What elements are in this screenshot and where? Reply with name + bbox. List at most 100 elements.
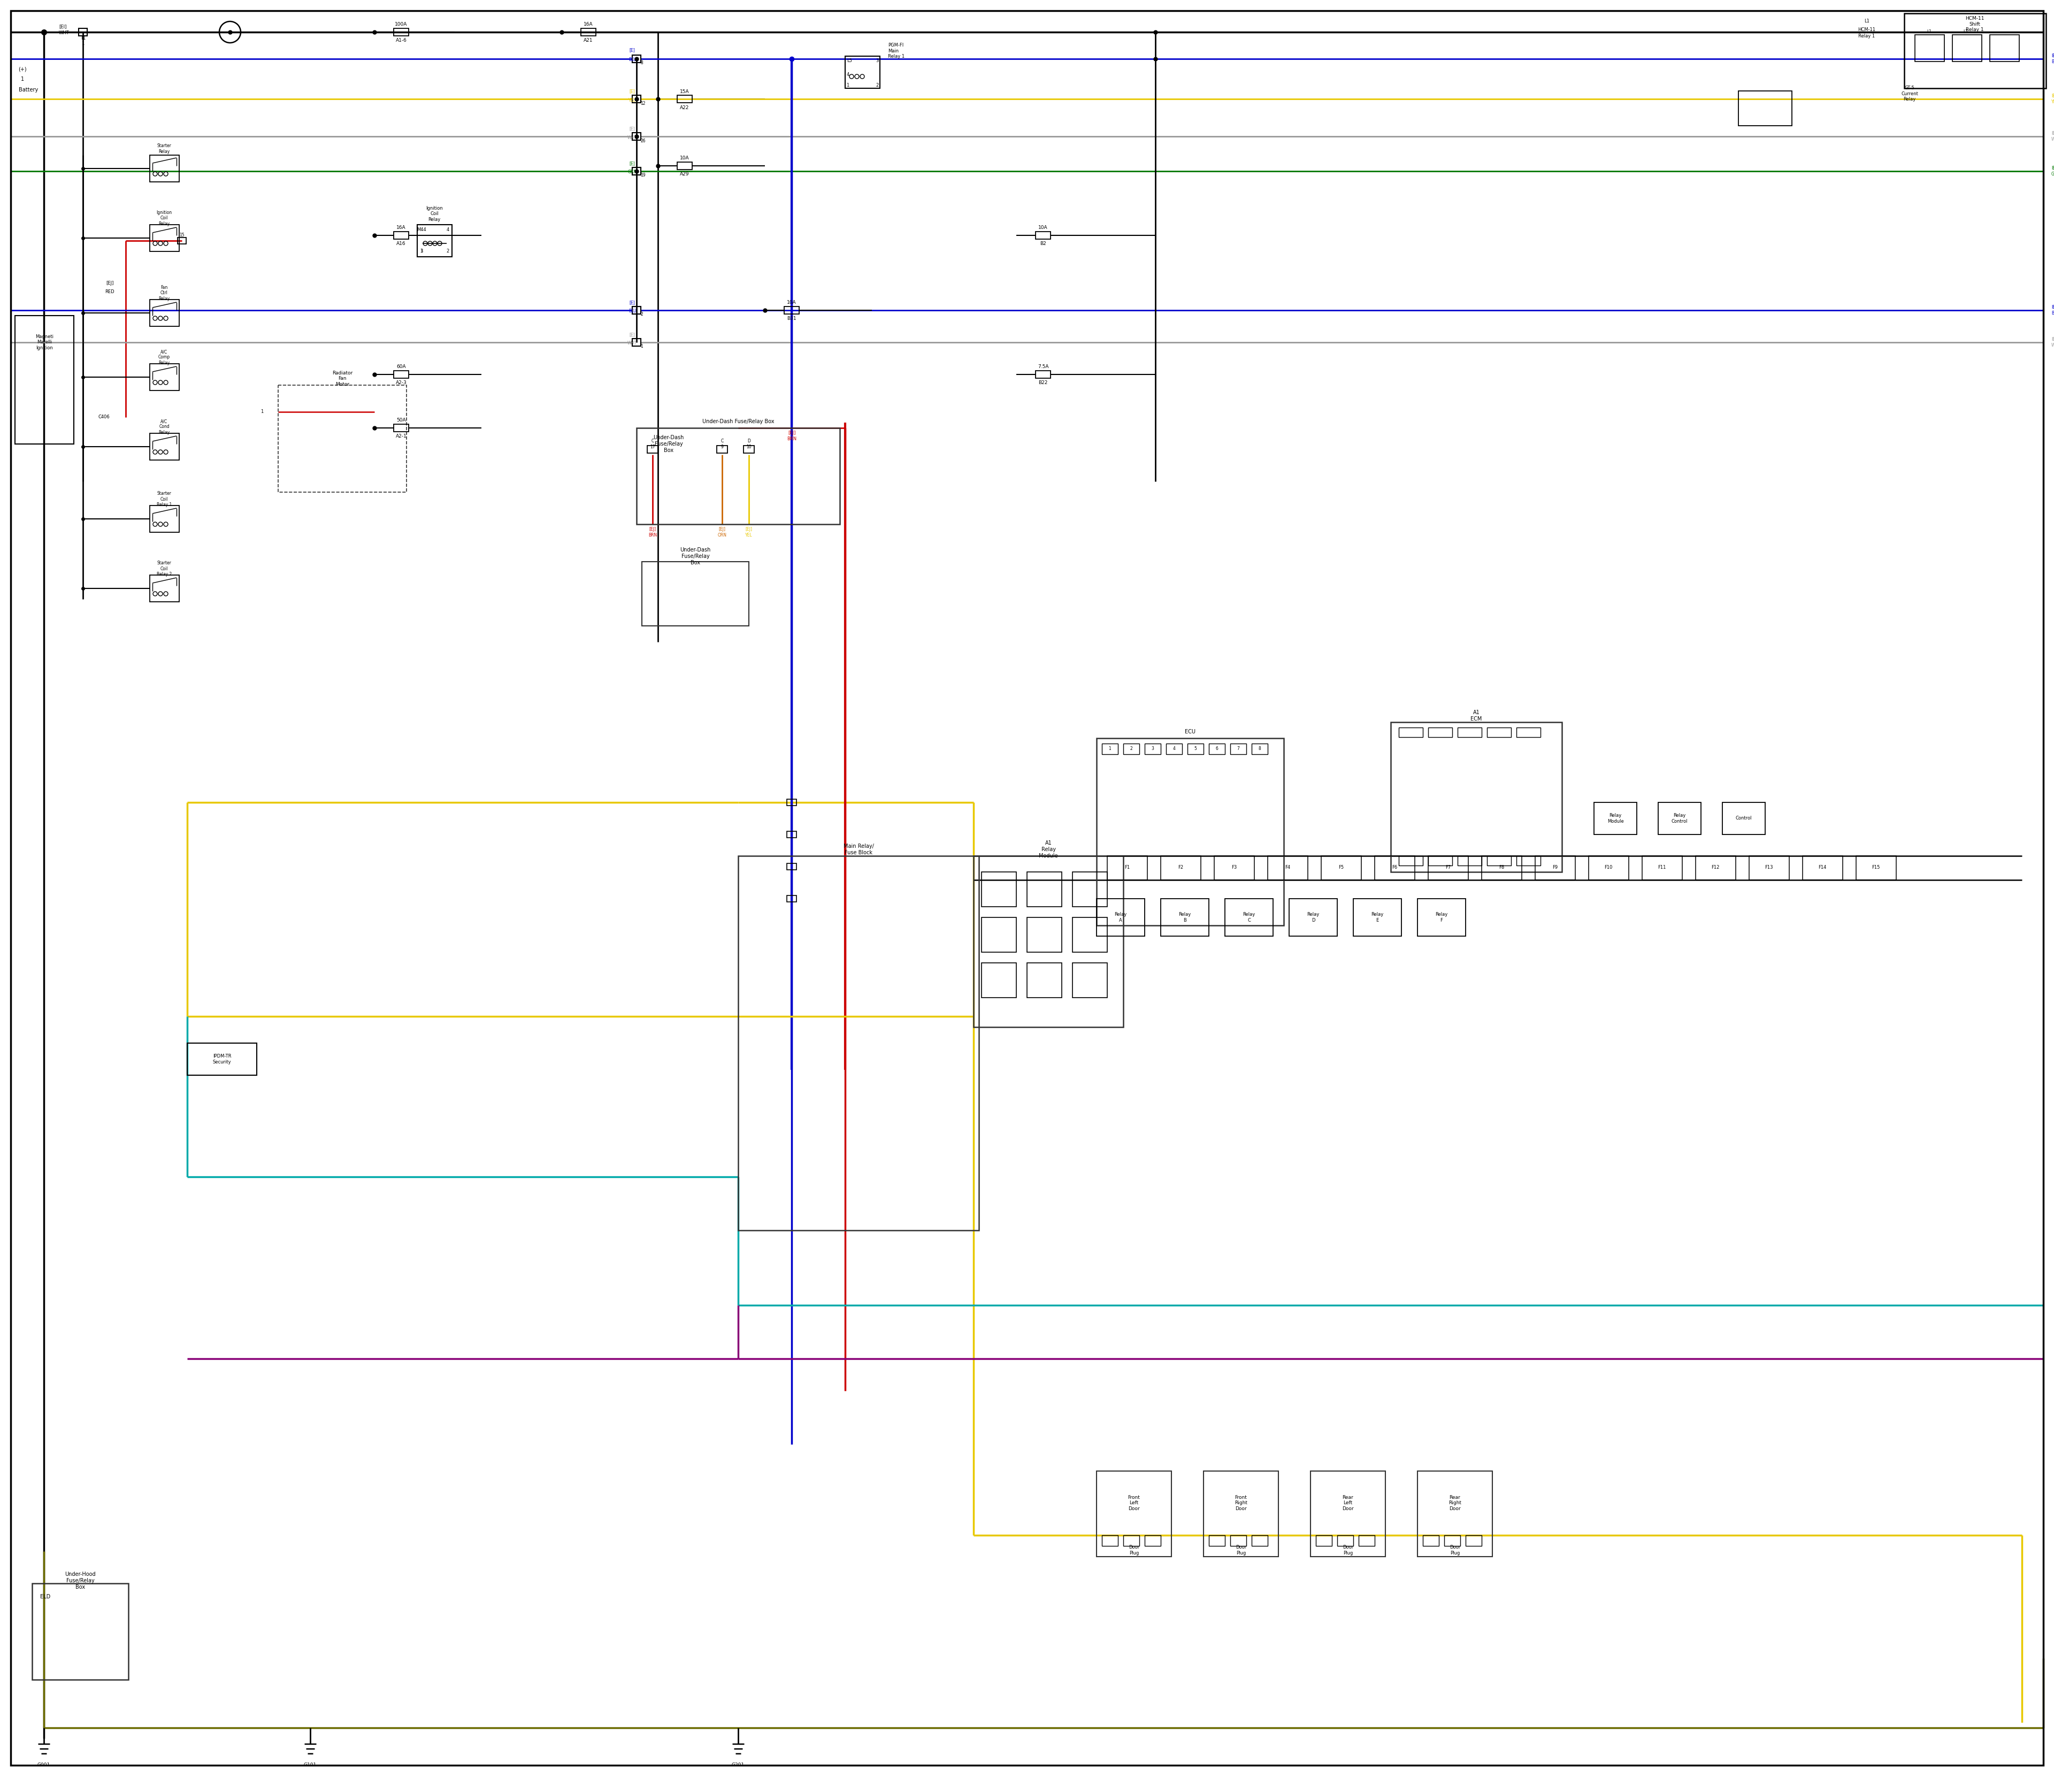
Bar bbox=[1534, 857, 1575, 880]
Bar bbox=[1990, 34, 2019, 61]
Bar bbox=[633, 95, 641, 102]
Bar bbox=[1204, 1471, 1278, 1557]
Text: F1: F1 bbox=[1124, 866, 1130, 871]
Bar bbox=[1035, 371, 1050, 378]
Bar bbox=[1101, 1536, 1117, 1546]
Bar bbox=[678, 161, 692, 170]
Text: Relay
Module: Relay Module bbox=[1606, 814, 1623, 824]
Text: 10A: 10A bbox=[787, 301, 797, 305]
Bar bbox=[633, 133, 641, 140]
Bar bbox=[1210, 744, 1224, 754]
Text: Fan
Ctrl
Relay: Fan Ctrl Relay bbox=[158, 285, 170, 301]
Text: Door
Plug: Door Plug bbox=[1237, 1545, 1247, 1555]
Bar bbox=[1444, 1536, 1460, 1546]
Bar bbox=[1161, 857, 1202, 880]
Text: Door
Plug: Door Plug bbox=[1128, 1545, 1140, 1555]
Text: F4: F4 bbox=[1286, 866, 1290, 871]
Text: Door
Plug: Door Plug bbox=[1343, 1545, 1354, 1555]
Text: [E]: [E] bbox=[629, 90, 635, 93]
Text: WHT: WHT bbox=[60, 30, 70, 36]
Bar bbox=[633, 56, 641, 63]
Text: WHT: WHT bbox=[626, 340, 637, 346]
Bar bbox=[1124, 744, 1140, 754]
Text: IE-8
WHT: IE-8 WHT bbox=[2052, 131, 2054, 142]
Bar bbox=[1399, 857, 1423, 866]
Text: Relay 1: Relay 1 bbox=[1859, 34, 1875, 39]
Text: 100A: 100A bbox=[394, 22, 407, 27]
Bar bbox=[1487, 857, 1512, 866]
Text: 15A: 15A bbox=[680, 90, 690, 93]
Text: Rear
Right
Door: Rear Right Door bbox=[1448, 1495, 1460, 1511]
Bar bbox=[982, 918, 1017, 952]
Bar bbox=[1290, 898, 1337, 935]
Bar bbox=[78, 29, 86, 36]
Bar bbox=[633, 306, 641, 314]
Bar bbox=[1321, 857, 1362, 880]
Text: F15: F15 bbox=[1871, 866, 1879, 871]
Text: [EJ]
ORN: [EJ] ORN bbox=[717, 527, 727, 538]
Text: 8: 8 bbox=[1259, 747, 1261, 751]
Bar bbox=[1458, 728, 1481, 737]
Text: A1
ECM: A1 ECM bbox=[1471, 710, 1483, 722]
Bar bbox=[150, 505, 179, 532]
Bar bbox=[1224, 898, 1273, 935]
Text: Under-Dash Fuse/Relay Box: Under-Dash Fuse/Relay Box bbox=[702, 419, 774, 425]
Bar bbox=[1803, 857, 1842, 880]
Bar bbox=[737, 857, 980, 1231]
Text: 2: 2 bbox=[875, 82, 879, 88]
Text: F6: F6 bbox=[1393, 866, 1397, 871]
Text: L1: L1 bbox=[1865, 20, 1869, 23]
Text: Starter
Relay: Starter Relay bbox=[156, 143, 170, 154]
Text: [EJ]
YEL: [EJ] YEL bbox=[746, 527, 752, 538]
Text: 26: 26 bbox=[641, 138, 645, 143]
Text: BLU: BLU bbox=[629, 57, 637, 63]
Bar bbox=[1027, 962, 1062, 998]
Text: 1: 1 bbox=[421, 249, 423, 254]
Text: 16A: 16A bbox=[583, 22, 594, 27]
Bar bbox=[1953, 34, 1982, 61]
Text: Starter
Coil
Relay 2: Starter Coil Relay 2 bbox=[156, 561, 173, 577]
Bar bbox=[1107, 857, 1148, 880]
Text: 6: 6 bbox=[1216, 747, 1218, 751]
Bar bbox=[187, 1043, 257, 1075]
Text: L5: L5 bbox=[846, 57, 852, 63]
Bar bbox=[394, 371, 409, 378]
Bar bbox=[1230, 744, 1247, 754]
Bar bbox=[647, 446, 657, 453]
Bar bbox=[633, 167, 641, 176]
Bar bbox=[1101, 744, 1117, 754]
Text: IE-8
BLU: IE-8 BLU bbox=[2052, 305, 2054, 315]
Bar bbox=[1428, 857, 1452, 866]
Text: F9: F9 bbox=[1553, 866, 1557, 871]
Text: Main Relay/
Fuse Block: Main Relay/ Fuse Block bbox=[844, 844, 873, 855]
Text: F7: F7 bbox=[1446, 866, 1450, 871]
Text: 2: 2 bbox=[446, 249, 450, 254]
Bar bbox=[1417, 898, 1467, 935]
Bar bbox=[1358, 1536, 1374, 1546]
Bar bbox=[785, 306, 799, 314]
Bar bbox=[1027, 918, 1062, 952]
Text: A22: A22 bbox=[680, 106, 690, 109]
Text: (+): (+) bbox=[18, 66, 27, 72]
Text: Under-Hood
Fuse/Relay
Box: Under-Hood Fuse/Relay Box bbox=[66, 1572, 97, 1590]
Bar bbox=[982, 873, 1017, 907]
Text: 16A: 16A bbox=[396, 226, 407, 231]
Text: [E]: [E] bbox=[629, 161, 635, 167]
Text: L1: L1 bbox=[1927, 30, 1931, 34]
Text: IE-8
GRN: IE-8 GRN bbox=[2052, 167, 2054, 176]
Text: 1: 1 bbox=[82, 41, 84, 47]
Bar bbox=[150, 224, 179, 251]
Bar bbox=[637, 428, 840, 525]
Bar bbox=[633, 56, 641, 63]
Text: F10: F10 bbox=[1604, 866, 1612, 871]
Text: Relay
Control: Relay Control bbox=[1672, 814, 1688, 824]
Text: 7: 7 bbox=[1237, 747, 1239, 751]
Text: T1: T1 bbox=[80, 36, 86, 41]
Bar bbox=[150, 299, 179, 326]
Text: 19: 19 bbox=[641, 174, 645, 177]
Bar bbox=[633, 339, 641, 346]
Bar bbox=[1914, 34, 1945, 61]
Text: 1: 1 bbox=[21, 77, 25, 82]
Text: B31: B31 bbox=[787, 317, 797, 321]
Bar bbox=[787, 799, 797, 806]
